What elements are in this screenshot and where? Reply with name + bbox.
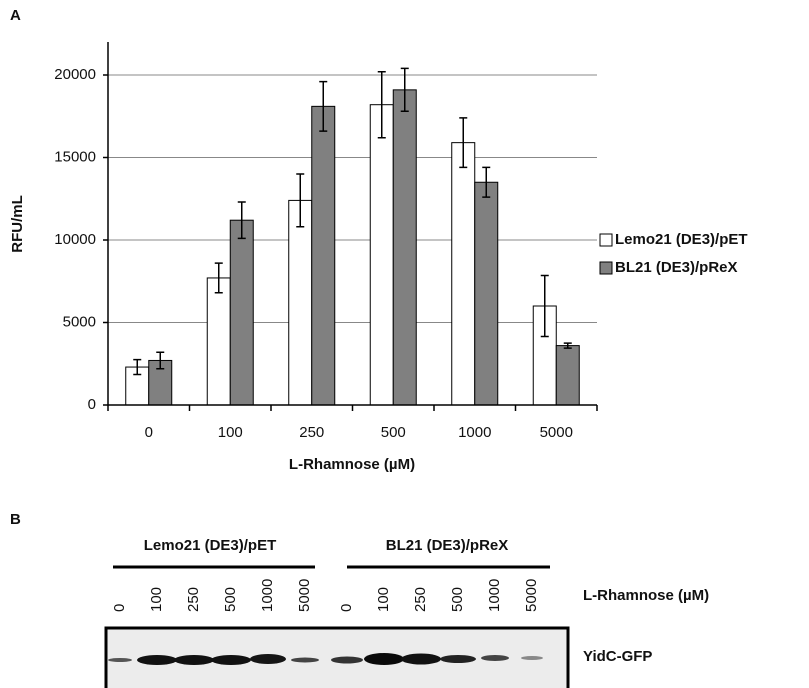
group-label: Lemo21 (DE3)/pET: [144, 537, 277, 554]
bar: [230, 220, 253, 405]
band: [521, 656, 543, 660]
band: [137, 655, 177, 665]
y-tick-label: 0: [88, 396, 96, 413]
bar: [289, 200, 312, 405]
lane-label: 1000: [259, 579, 276, 612]
lane-label: 250: [185, 587, 202, 612]
lane-label: 5000: [523, 579, 540, 612]
lane-label: 100: [375, 587, 392, 612]
x-tick-label: 0: [145, 424, 153, 441]
lane-label: 0: [111, 604, 128, 612]
x-tick-label: 5000: [540, 424, 573, 441]
lane-axis-label: L-Rhamnose (µM): [583, 587, 709, 604]
group-label: BL21 (DE3)/pReX: [386, 537, 509, 554]
band: [250, 654, 286, 664]
band: [174, 655, 214, 665]
bar: [556, 346, 579, 405]
band: [440, 655, 476, 663]
y-tick-label: 5000: [63, 313, 96, 330]
legend-label: Lemo21 (DE3)/pET: [615, 231, 748, 248]
x-tick-label: 100: [218, 424, 243, 441]
band: [211, 655, 251, 665]
bar: [312, 106, 335, 405]
y-tick-label: 20000: [54, 66, 96, 83]
legend-swatch: [600, 234, 612, 246]
band: [364, 653, 404, 665]
legend-label: BL21 (DE3)/pReX: [615, 259, 738, 276]
lane-label: 0: [338, 604, 355, 612]
x-tick-label: 250: [299, 424, 324, 441]
panel-label: B: [10, 511, 21, 528]
lane-label: 500: [222, 587, 239, 612]
lane-label: 1000: [486, 579, 503, 612]
x-axis-label: L-Rhamnose (µM): [289, 456, 415, 473]
band: [481, 655, 509, 661]
y-tick-label: 10000: [54, 231, 96, 248]
bar: [393, 90, 416, 405]
lane-label: 100: [148, 587, 165, 612]
lane-label: 250: [412, 587, 429, 612]
legend-swatch: [600, 262, 612, 274]
x-tick-label: 500: [381, 424, 406, 441]
band: [331, 657, 363, 664]
x-tick-label: 1000: [458, 424, 491, 441]
band: [401, 654, 441, 665]
bar: [475, 182, 498, 405]
figure: A RFU/mL L-Rhamnose (µM) B Lemo21 (DE3)/…: [0, 0, 809, 688]
band: [108, 658, 132, 662]
lane-label: 5000: [296, 579, 313, 612]
y-tick-label: 15000: [54, 148, 96, 165]
panel-label: A: [10, 7, 21, 24]
lane-label: 500: [449, 587, 466, 612]
bar: [207, 278, 230, 405]
band-label: YidC-GFP: [583, 648, 652, 665]
bar: [370, 105, 393, 405]
y-axis-label: RFU/mL: [9, 195, 26, 253]
band: [291, 658, 319, 663]
blot: Lemo21 (DE3)/pET BL21 (DE3)/pReX L-Rhamn…: [106, 537, 709, 688]
bar: [452, 143, 475, 405]
